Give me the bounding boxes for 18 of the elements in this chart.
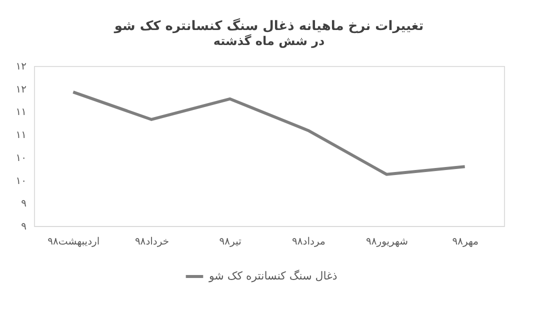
chart-subtitle: در شش ماه گذشته <box>213 34 325 48</box>
x-tick-label: شهریور۹۸ <box>366 236 408 248</box>
y-tick-label: ۱۰ <box>16 176 26 187</box>
y-tick-label: ۱۱ <box>16 130 26 142</box>
y-tick-label: ۹ <box>21 198 26 210</box>
x-tick-label: مرداد۹۸ <box>292 236 326 248</box>
y-tick-label: ۱۰ <box>16 152 26 164</box>
y-tick-label: ۱۲ <box>16 84 26 96</box>
y-tick-label: ۱۱ <box>16 107 26 118</box>
x-tick-label: اردیبهشت۹۸ <box>48 236 100 248</box>
x-tick-label: تیر۹۸ <box>219 236 242 248</box>
y-tick-label: ۱۲ <box>16 62 26 72</box>
chart-title: تغییرات نرخ ماهیانه ذغال سنگ کنسانتره کک شو <box>113 18 424 34</box>
x-tick-label: خرداد۹۸ <box>134 236 170 248</box>
y-tick-label: ۹ <box>21 222 26 232</box>
legend-label: ذغال سنگ کنسانتره کک شو <box>208 270 338 282</box>
x-tick-label: مهر۹۸ <box>452 236 478 248</box>
line-series <box>72 90 466 176</box>
